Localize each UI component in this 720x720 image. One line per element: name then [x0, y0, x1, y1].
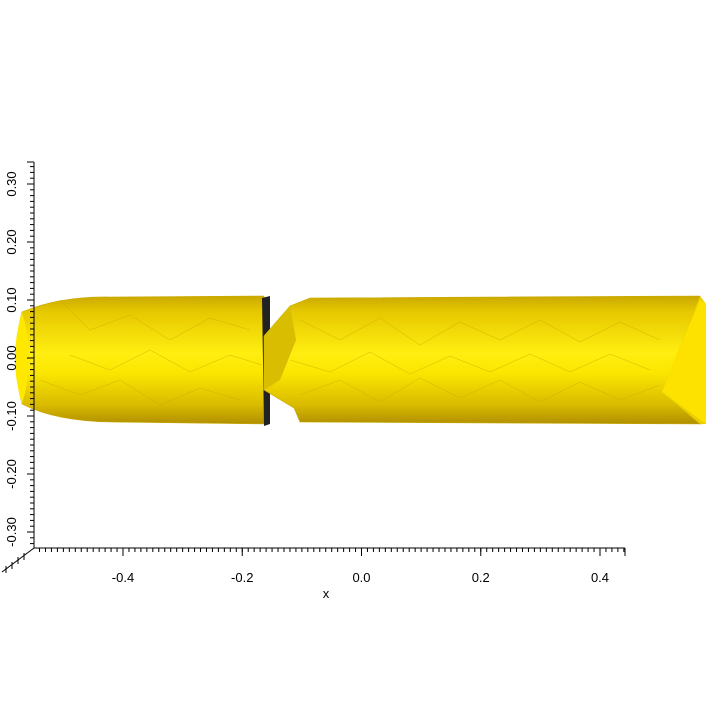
- x-tick-label: 0.4: [591, 570, 609, 585]
- tube-segment-left: [15, 295, 270, 426]
- x-tick-label: 0.2: [472, 570, 490, 585]
- x-axis: -0.4 -0.2 0.0 0.2 0.4 x: [34, 547, 626, 601]
- y-tick-label: -0.30: [4, 517, 19, 547]
- y-tick-label: 0.30: [4, 171, 19, 196]
- y-tick-label: 0.10: [4, 287, 19, 312]
- y-tick-label: 0.00: [4, 345, 19, 370]
- x-tick-label: 0.0: [352, 570, 370, 585]
- y-axis: 0.30 0.20 0.10 0.00 -0.10 -0.20 -0.30: [4, 161, 35, 548]
- y-tick-label: 0.20: [4, 229, 19, 254]
- y-tick-label: -0.20: [4, 459, 19, 489]
- z-axis-stub: [1, 547, 35, 573]
- x-tick-label: -0.4: [112, 570, 134, 585]
- tube-segment-right: [263, 295, 706, 425]
- x-tick-label: -0.2: [231, 570, 253, 585]
- x-axis-title: x: [323, 586, 330, 601]
- y-tick-label: -0.10: [4, 401, 19, 431]
